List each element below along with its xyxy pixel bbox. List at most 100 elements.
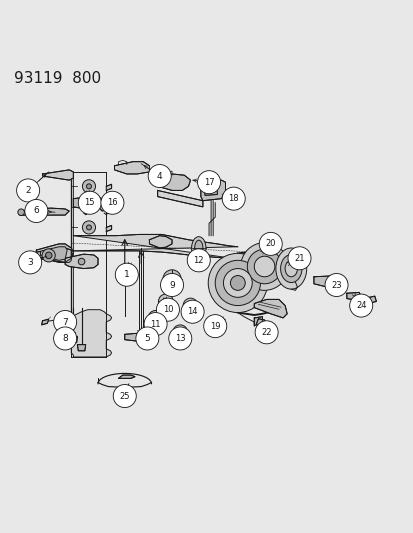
Polygon shape [77, 345, 85, 351]
Text: 20: 20 [265, 239, 275, 248]
Circle shape [222, 187, 244, 210]
Circle shape [203, 314, 226, 337]
Circle shape [158, 294, 173, 309]
Circle shape [54, 327, 76, 350]
Circle shape [42, 249, 55, 262]
Circle shape [167, 274, 176, 284]
Text: 17: 17 [203, 177, 214, 187]
Text: 9: 9 [169, 280, 175, 289]
Polygon shape [69, 336, 77, 343]
Circle shape [86, 204, 91, 209]
Text: 23: 23 [330, 280, 341, 289]
Polygon shape [71, 172, 112, 357]
Text: 6: 6 [33, 206, 39, 215]
Circle shape [144, 312, 167, 336]
Text: 19: 19 [209, 321, 220, 330]
Ellipse shape [280, 255, 301, 282]
Polygon shape [36, 244, 73, 262]
Polygon shape [346, 293, 360, 300]
Text: 25: 25 [119, 392, 130, 400]
Text: 21: 21 [294, 254, 304, 263]
Polygon shape [73, 196, 102, 210]
Polygon shape [254, 317, 262, 325]
Circle shape [45, 252, 52, 259]
Circle shape [180, 300, 204, 323]
Circle shape [208, 253, 267, 312]
Circle shape [247, 249, 281, 284]
Circle shape [183, 298, 197, 313]
Circle shape [135, 327, 159, 350]
Circle shape [349, 294, 372, 317]
Text: 14: 14 [187, 307, 197, 316]
Polygon shape [118, 375, 135, 378]
Text: 18: 18 [228, 194, 238, 203]
Circle shape [54, 311, 76, 334]
Polygon shape [65, 254, 98, 269]
Circle shape [19, 251, 42, 274]
Circle shape [197, 171, 220, 193]
Circle shape [152, 314, 159, 321]
Circle shape [113, 384, 136, 408]
Circle shape [86, 225, 91, 230]
Circle shape [82, 221, 95, 234]
Circle shape [86, 184, 91, 189]
Polygon shape [149, 236, 172, 248]
Circle shape [148, 311, 163, 325]
Ellipse shape [194, 240, 202, 256]
Polygon shape [124, 333, 153, 341]
Circle shape [169, 327, 191, 350]
Polygon shape [106, 205, 112, 211]
Polygon shape [256, 319, 266, 327]
Text: 2: 2 [25, 186, 31, 195]
Polygon shape [42, 319, 49, 325]
Polygon shape [368, 296, 375, 303]
Circle shape [82, 200, 95, 213]
Circle shape [25, 199, 48, 222]
Circle shape [223, 269, 252, 297]
Ellipse shape [285, 260, 297, 277]
Text: 4: 4 [157, 172, 162, 181]
Polygon shape [155, 174, 190, 190]
Text: 16: 16 [107, 198, 117, 207]
Polygon shape [200, 180, 225, 201]
Polygon shape [98, 197, 114, 211]
Text: 5: 5 [144, 334, 150, 343]
Polygon shape [254, 300, 287, 318]
Circle shape [215, 260, 260, 305]
Circle shape [287, 247, 310, 270]
Text: 10: 10 [162, 305, 173, 314]
Circle shape [173, 325, 187, 340]
Circle shape [18, 209, 24, 215]
Circle shape [259, 232, 282, 255]
Circle shape [163, 270, 180, 288]
Ellipse shape [275, 248, 306, 289]
Circle shape [115, 263, 138, 286]
Polygon shape [43, 170, 73, 180]
Circle shape [78, 259, 85, 265]
Circle shape [101, 191, 123, 214]
Polygon shape [114, 161, 149, 174]
Circle shape [324, 273, 347, 296]
Polygon shape [106, 225, 112, 231]
Text: 12: 12 [193, 256, 204, 265]
Text: 24: 24 [355, 301, 366, 310]
Circle shape [187, 302, 193, 309]
Ellipse shape [191, 237, 206, 259]
Text: 11: 11 [150, 320, 161, 328]
Text: 22: 22 [261, 328, 271, 337]
Circle shape [230, 276, 244, 290]
Circle shape [240, 243, 288, 290]
Circle shape [156, 298, 179, 321]
Text: 7: 7 [62, 318, 68, 327]
Circle shape [339, 278, 347, 286]
Circle shape [254, 256, 274, 277]
Text: 3: 3 [27, 258, 33, 267]
Polygon shape [313, 276, 344, 288]
Circle shape [160, 273, 183, 296]
Circle shape [17, 179, 40, 202]
Circle shape [176, 329, 183, 336]
Circle shape [187, 249, 210, 272]
Polygon shape [40, 247, 67, 260]
Circle shape [162, 298, 169, 305]
Circle shape [78, 191, 101, 214]
